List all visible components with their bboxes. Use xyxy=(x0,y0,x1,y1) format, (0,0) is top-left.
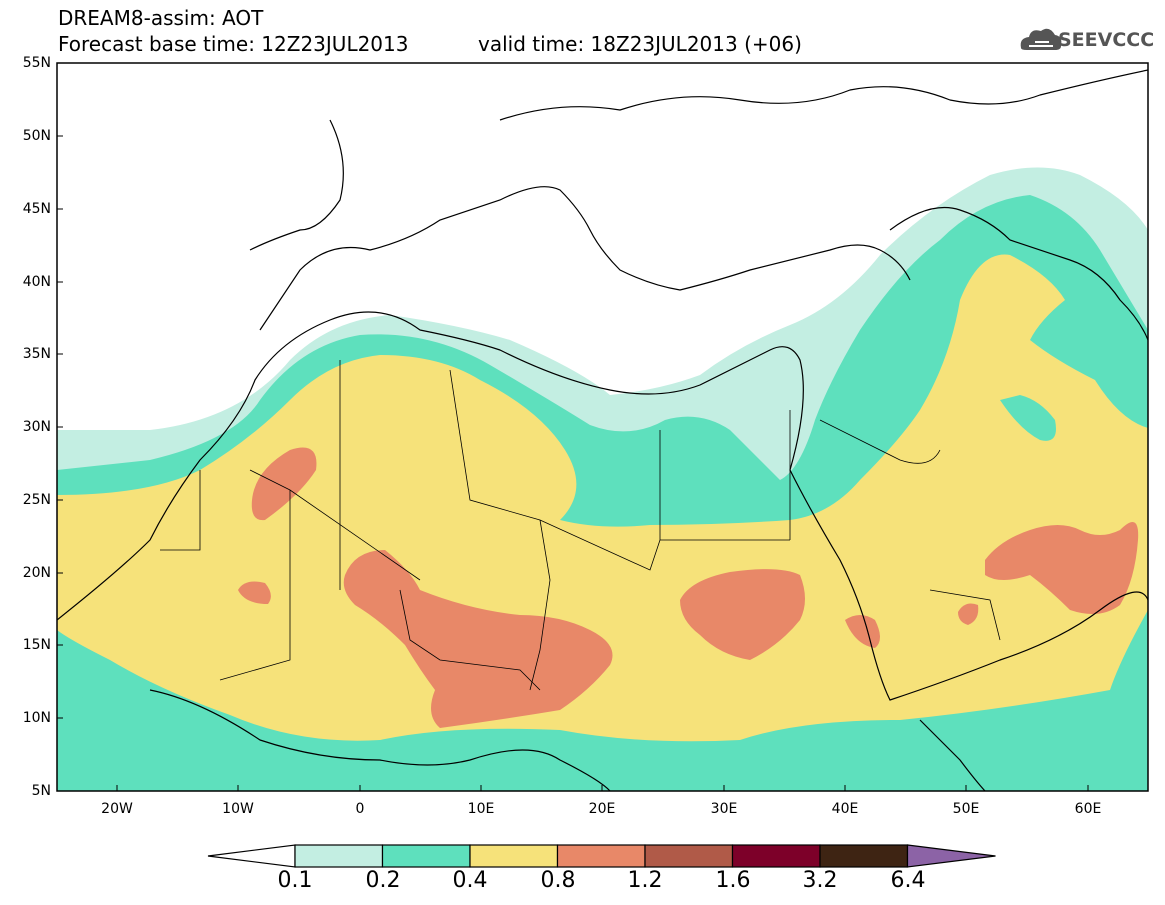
lat-label: 35N xyxy=(22,346,51,362)
aot-band-0.8-e xyxy=(845,615,880,648)
colorbar-label: 0.8 xyxy=(540,868,576,893)
colorbar-label: 0.2 xyxy=(365,868,401,893)
aot-band-0.8-g xyxy=(958,603,979,625)
lon-label: 50E xyxy=(952,801,980,817)
valid-time: valid time: 18Z23JUL2013 (+06) xyxy=(478,32,802,56)
lon-label: 20E xyxy=(588,801,616,817)
cloud-logo-icon xyxy=(1020,28,1062,50)
aot-fields xyxy=(57,63,1148,791)
colorbar-label: 0.1 xyxy=(277,868,313,893)
coastlines xyxy=(57,69,1148,791)
lat-label: 5N xyxy=(31,783,51,799)
lat-label: 25N xyxy=(22,492,51,508)
aot-band-0.8-c xyxy=(343,550,613,728)
title-line-1: DREAM8-assim: AOT xyxy=(58,6,264,30)
lon-label: 0 xyxy=(355,801,365,817)
lat-label: 20N xyxy=(22,565,51,581)
lat-label: 30N xyxy=(22,419,51,435)
aot-band-0.8-d xyxy=(680,569,805,660)
axis-ticks xyxy=(57,62,1089,791)
aot-band-0.8-f xyxy=(985,522,1139,614)
lat-label: 15N xyxy=(22,637,51,653)
lon-label: 30E xyxy=(710,801,738,817)
lon-label: 10W xyxy=(222,801,254,817)
aot-band-0.8-a xyxy=(251,447,317,521)
colorbar-label: 1.6 xyxy=(715,868,751,893)
aot-band-0.2-east-inner xyxy=(1000,395,1056,441)
lon-label: 20W xyxy=(101,801,133,817)
colorbar-label: 1.2 xyxy=(627,868,663,893)
aot-band-0.8-b xyxy=(238,581,271,604)
colorbar-label: 6.4 xyxy=(890,868,926,893)
aot-band-0.4 xyxy=(57,254,1148,742)
borders xyxy=(160,360,1001,691)
colorbar-label: 3.2 xyxy=(802,868,838,893)
lat-label: 55N xyxy=(22,55,51,71)
lon-label: 40E xyxy=(831,801,859,817)
colorbar-label: 0.4 xyxy=(452,868,488,893)
lat-label: 45N xyxy=(22,201,51,217)
lat-label: 40N xyxy=(22,274,51,290)
lat-label: 50N xyxy=(22,128,51,144)
lon-label: 60E xyxy=(1074,801,1102,817)
lon-label: 10E xyxy=(467,801,495,817)
lat-label: 10N xyxy=(22,710,51,726)
title-line-2: Forecast base time: 12Z23JUL2013 xyxy=(58,32,409,56)
logo-text: SEEVCCC xyxy=(1058,29,1155,51)
aot-band-0.2-south xyxy=(57,630,160,700)
